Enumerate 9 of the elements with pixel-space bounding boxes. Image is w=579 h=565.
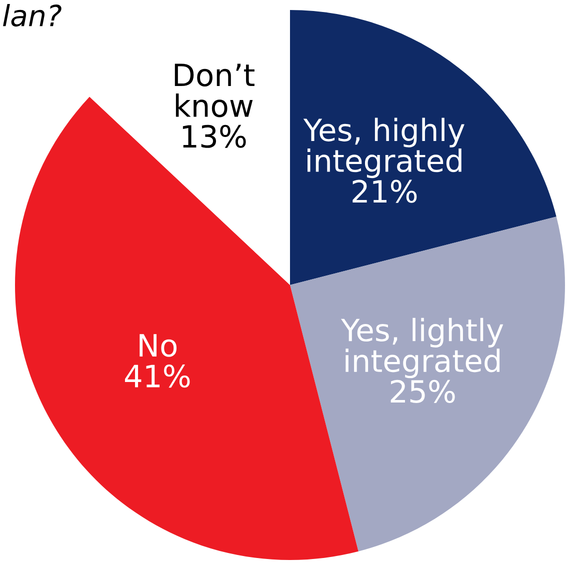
data-label: 25% (390, 380, 455, 403)
chart-title: lan? (3, 4, 62, 27)
data-label: 41% (124, 364, 190, 388)
data-label: 13% (182, 124, 246, 148)
slice-label: Yes, lightly integrated (340, 318, 504, 378)
data-label: 21% (352, 180, 417, 203)
slice-label: Don’t know (174, 64, 254, 118)
slice-label: Yes, highly integrated (303, 118, 464, 178)
slice-label: No (140, 334, 177, 357)
